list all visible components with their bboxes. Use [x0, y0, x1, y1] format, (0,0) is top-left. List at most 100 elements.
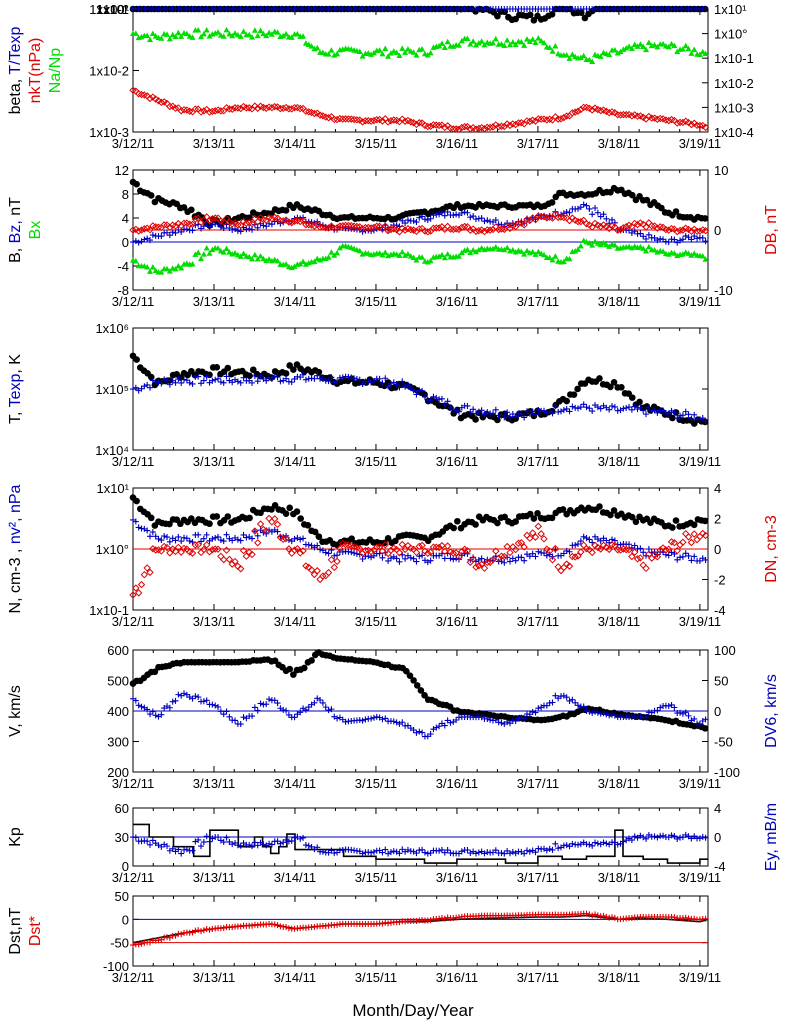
data-point: [147, 373, 155, 381]
data-point: [178, 33, 185, 39]
y-tick-label: 0: [122, 859, 129, 874]
data-point: [274, 374, 281, 381]
data-point: [633, 112, 642, 120]
data-point: [461, 209, 468, 216]
y-tick-label: 4: [122, 211, 129, 226]
data-point: [509, 38, 516, 45]
data-point: [336, 244, 343, 251]
data-point: [662, 546, 670, 554]
data-point: [696, 835, 703, 842]
data-point: [653, 224, 662, 232]
data-point: [324, 568, 333, 577]
data-point: [444, 250, 451, 257]
data-point: [166, 268, 173, 274]
y-right-axis-label-part: DV6, km/s: [763, 674, 780, 748]
data-point: [402, 220, 409, 227]
data-point: [701, 215, 709, 222]
data-point: [557, 115, 565, 123]
data-point: [687, 227, 696, 235]
data-point: [217, 537, 224, 544]
data-point: [583, 910, 590, 917]
data-point: [398, 540, 406, 549]
data-point: [172, 265, 179, 272]
data-point: [129, 591, 137, 599]
data-point: [256, 520, 265, 528]
data-point: [274, 528, 281, 535]
data-point: [339, 374, 346, 381]
data-point: [419, 846, 426, 853]
data-point: [441, 212, 448, 219]
data-point: [237, 33, 244, 39]
data-point: [645, 404, 652, 411]
y-right-tick-label: 4: [714, 801, 721, 816]
data-point: [642, 564, 650, 573]
data-point: [566, 255, 573, 262]
data-point: [580, 401, 587, 408]
data-point: [444, 847, 451, 854]
data-point: [518, 554, 525, 561]
x-tick-label: 3/13/11: [193, 454, 235, 469]
data-point: [566, 408, 573, 415]
data-point: [215, 221, 222, 228]
data-point: [455, 253, 462, 259]
data-point: [548, 10, 556, 18]
data-point: [702, 238, 709, 245]
data-point: [654, 707, 661, 714]
data-point: [532, 849, 539, 856]
data-point: [240, 250, 247, 257]
data-point: [169, 229, 176, 236]
data-point: [300, 834, 307, 841]
data-point: [421, 216, 428, 223]
y-tick-label: 1x10°: [96, 2, 129, 17]
data-point: [586, 911, 593, 918]
data-point: [282, 370, 290, 377]
data-point: [229, 841, 236, 848]
data-point: [257, 372, 264, 379]
data-point: [370, 49, 377, 56]
data-point: [628, 837, 635, 844]
series-dst-: [130, 910, 709, 949]
data-point: [656, 114, 664, 123]
data-point: [152, 712, 159, 719]
x-tick-label: 3/12/11: [112, 294, 154, 309]
x-tick-label: 3/18/11: [598, 970, 640, 985]
data-point: [688, 252, 695, 258]
data-point: [668, 549, 675, 556]
data-point: [566, 548, 573, 555]
y-axis-label-2: nkT(nPa): [27, 38, 44, 104]
data-point: [149, 264, 156, 270]
data-point: [266, 840, 273, 847]
data-point: [562, 560, 571, 568]
data-point: [594, 209, 601, 216]
data-point: [575, 841, 582, 848]
data-point: [489, 410, 496, 417]
data-point: [158, 380, 165, 387]
data-point: [583, 707, 590, 714]
data-point: [521, 251, 528, 257]
data-point: [277, 378, 284, 385]
data-point: [172, 229, 179, 236]
data-point: [560, 406, 567, 413]
data-point: [277, 840, 284, 847]
data-point: [511, 120, 520, 129]
data-point: [215, 703, 222, 710]
data-point: [161, 533, 168, 540]
data-point: [549, 256, 556, 263]
data-point: [622, 545, 630, 554]
data-point: [633, 555, 642, 563]
data-point: [334, 715, 341, 722]
data-point: [596, 222, 605, 231]
data-point: [521, 557, 528, 564]
data-point: [271, 515, 279, 523]
data-point: [237, 721, 244, 728]
data-point: [158, 269, 165, 275]
x-tick-label: 3/17/11: [517, 970, 559, 985]
data-point: [419, 213, 426, 220]
data-point: [416, 553, 423, 560]
data-point: [427, 215, 434, 222]
x-tick-label: 3/16/11: [436, 454, 478, 469]
data-point: [637, 41, 644, 47]
data-point: [475, 246, 482, 253]
x-tick-label: 3/14/11: [274, 294, 316, 309]
data-point: [458, 223, 466, 232]
